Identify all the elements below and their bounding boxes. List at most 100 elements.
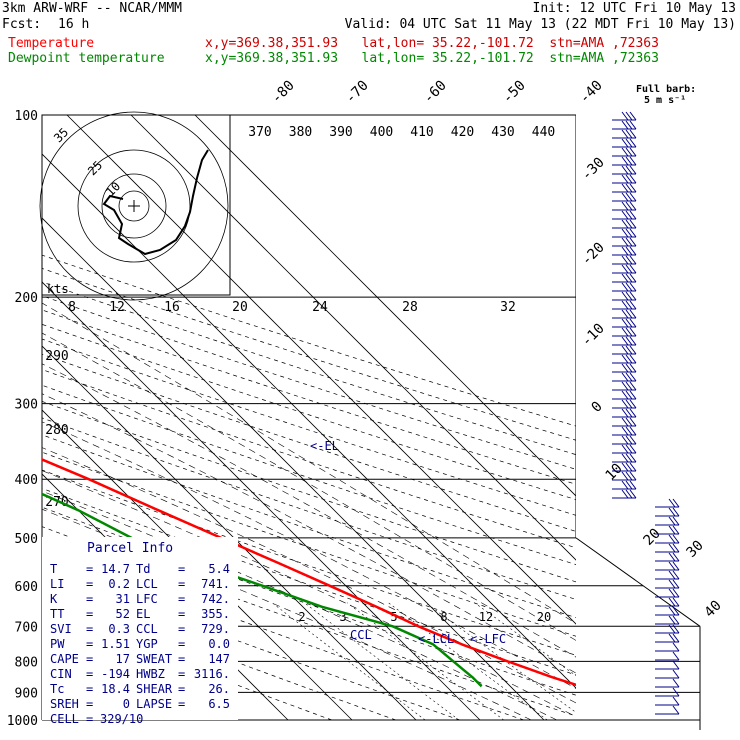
dry-adiabat [42,254,576,427]
panel-eq: = [178,562,185,576]
panel-key: LFC [136,592,158,606]
panel-background [42,537,238,720]
panel-key: SVI [50,622,72,636]
wind-barb [655,597,680,607]
plot-cutout [575,115,740,740]
wind-barb [612,300,637,310]
wind-barb [612,327,637,337]
pressure-tick-label: 200 [15,291,38,306]
panel-eq: = [86,682,93,696]
mixing-ratio-label: 12 [479,610,493,624]
cutout-fill [576,115,740,740]
pressure-tick-label: 500 [15,532,38,547]
wind-barb [612,489,637,499]
wind-barb [655,615,680,625]
init-time: Init: 12 UTC Fri 10 May 13 [532,1,737,16]
panel-value: 0.3 [108,622,130,636]
speed-axis-label: 28 [402,300,418,315]
panel-value: 26. [208,682,230,696]
wind-barb [655,543,680,553]
panel-value: 31 [116,592,130,606]
wind-barb [655,588,680,598]
mixing-ratio-label: 3 [339,610,346,624]
panel-eq: = [86,652,93,666]
wind-barb [612,417,637,427]
dry-adiabat [42,384,576,565]
theta-label: 420 [451,125,474,140]
wind-barb [655,516,680,526]
theta-label: 380 [289,125,312,140]
isotherm-label: -50 [500,78,529,107]
wind-barb [655,651,680,661]
wind-barb [612,228,637,238]
panel-eq: = [86,592,93,606]
wind-barb [612,372,637,382]
panel-key: CELL [50,712,79,726]
panel-eq: = [178,622,185,636]
cutout-edge [575,537,701,627]
level-annotations: <-EL CCL <-LCL <-LFC [310,439,506,646]
dry-adiabat [42,469,576,656]
panel-eq: = [178,592,185,606]
wind-barb [612,129,637,139]
pressure-tick-label: 400 [15,473,38,488]
wind-barb [612,381,637,391]
wind-barb [612,264,637,274]
theta-label: 390 [329,125,352,140]
hodograph-ring-label: 35 [51,125,71,145]
isotherm-label: -80 [269,78,298,107]
wind-barb [655,534,680,544]
panel-value: -194 [101,667,130,681]
panel-eq: = [178,637,185,651]
theta-label: 440 [532,125,555,140]
panel-value: 742. [201,592,230,606]
hodograph-units: kts [47,282,69,296]
theta-label: 370 [248,125,271,140]
dry-adiabat [42,309,576,485]
panel-value: 0.2 [108,577,130,591]
wind-barb [612,192,637,202]
wind-barb [655,552,680,562]
temperature-legend: Temperature [8,36,95,51]
panel-key: Td [136,562,150,576]
dry-adiabat [42,506,576,696]
mixing-ratio-line [346,602,504,721]
speed-axis-label: 20 [232,300,248,315]
moist-adiabat [42,490,557,721]
panel-eq: = [86,607,93,621]
forecast-hour: 16 h [58,17,90,32]
wind-barb [655,669,680,679]
panel-eq: = [86,637,93,651]
wind-barb [612,336,637,346]
valid-time: Valid: 04 UTC Sat 11 May 13 (22 MDT Fri … [344,17,736,32]
panel-value: 147 [208,652,230,666]
isotherm-line [42,281,481,721]
panel-key: HWBZ [136,667,165,681]
hodograph-frame [41,114,231,296]
panel-value: 18.4 [101,682,130,696]
wind-barb [612,156,637,166]
wind-barb [612,147,637,157]
mixing-ratio-line [271,602,426,721]
panel-eq: = [178,697,185,711]
background-grid [42,115,576,721]
mixing-ratio-label: 20 [537,610,551,624]
panel-value: 355. [201,607,230,621]
panel-eq: = [86,712,93,726]
speed-axis-label: 8 [68,300,76,315]
wind-barb [612,201,637,211]
wind-barb [612,426,637,436]
panel-key: T [50,562,57,576]
wind-barb [612,309,637,319]
isotherm-line [66,115,576,625]
wind-barb [655,624,680,634]
moist-adiabat [42,363,576,658]
speed-axis-label: 16 [164,300,180,315]
isotherm-line [42,345,417,721]
isotherm-line [42,217,545,721]
hodograph-ring [101,173,167,239]
wind-barb [612,237,637,247]
wind-barb [612,165,637,175]
pressure-tick-label: 100 [15,109,38,124]
